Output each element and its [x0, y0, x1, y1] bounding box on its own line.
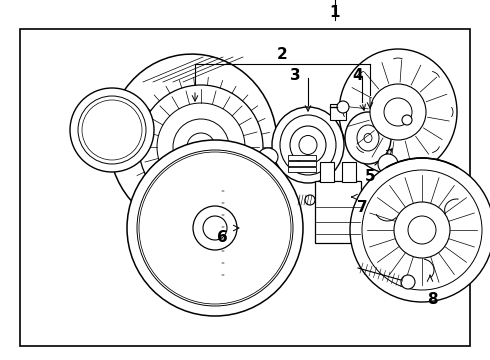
Text: 2: 2	[277, 46, 287, 62]
Bar	[288, 167, 316, 172]
Text: 4: 4	[353, 68, 363, 82]
Ellipse shape	[299, 135, 317, 154]
Bar	[288, 155, 316, 160]
Circle shape	[394, 202, 450, 258]
Circle shape	[408, 216, 436, 244]
Circle shape	[86, 104, 138, 156]
Ellipse shape	[272, 107, 344, 183]
Circle shape	[175, 188, 255, 268]
Ellipse shape	[258, 148, 278, 166]
Circle shape	[127, 140, 303, 316]
Circle shape	[401, 275, 415, 289]
Text: 1: 1	[330, 5, 340, 19]
Circle shape	[137, 150, 293, 306]
Circle shape	[187, 200, 243, 256]
Circle shape	[370, 84, 426, 140]
Circle shape	[305, 195, 315, 205]
Circle shape	[193, 206, 237, 250]
Circle shape	[384, 98, 412, 126]
Circle shape	[169, 182, 261, 274]
Ellipse shape	[364, 134, 372, 143]
Circle shape	[90, 108, 134, 152]
Bar	[20, 29, 470, 346]
Ellipse shape	[109, 54, 277, 230]
Bar	[320, 162, 334, 182]
Bar	[342, 162, 356, 182]
FancyBboxPatch shape	[315, 181, 361, 243]
Circle shape	[157, 103, 245, 191]
Circle shape	[139, 85, 263, 209]
Circle shape	[157, 170, 273, 286]
Text: 7: 7	[357, 199, 368, 215]
Circle shape	[203, 216, 227, 240]
Circle shape	[70, 88, 154, 172]
Circle shape	[402, 115, 412, 125]
Circle shape	[100, 118, 124, 142]
Text: 5: 5	[365, 168, 375, 184]
Circle shape	[181, 194, 249, 262]
Circle shape	[151, 164, 279, 292]
Circle shape	[163, 176, 267, 280]
Circle shape	[109, 118, 137, 146]
Circle shape	[378, 154, 398, 174]
Circle shape	[337, 101, 349, 113]
Bar	[330, 104, 346, 120]
Circle shape	[106, 124, 118, 136]
Ellipse shape	[290, 126, 326, 164]
Text: 3: 3	[290, 68, 300, 82]
Bar	[288, 161, 316, 166]
Circle shape	[82, 100, 142, 160]
Text: 8: 8	[427, 292, 437, 307]
Ellipse shape	[280, 115, 336, 175]
Text: 6: 6	[217, 230, 227, 246]
Circle shape	[187, 133, 215, 161]
Circle shape	[139, 152, 291, 304]
Circle shape	[115, 124, 131, 140]
Circle shape	[350, 158, 490, 302]
Ellipse shape	[339, 49, 457, 175]
Circle shape	[78, 96, 146, 164]
Ellipse shape	[345, 112, 391, 164]
Circle shape	[145, 158, 285, 298]
Circle shape	[362, 170, 482, 290]
Circle shape	[173, 119, 229, 175]
Ellipse shape	[357, 125, 379, 151]
Polygon shape	[173, 214, 213, 227]
